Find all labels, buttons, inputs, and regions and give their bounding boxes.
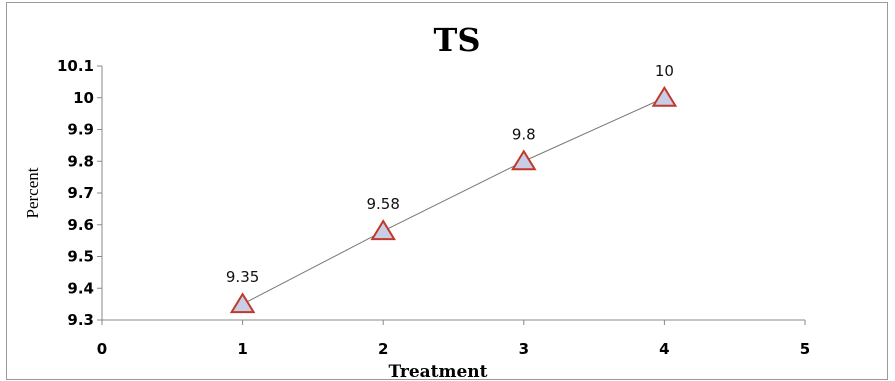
x-tick-label: 5 [800,340,810,358]
data-point-marker [229,292,256,314]
x-tick-label: 2 [378,340,388,358]
x-tick-label: 0 [97,340,107,358]
y-tick-label: 9.5 [67,248,94,266]
data-series [229,85,678,314]
data-point-marker [511,149,537,171]
data-labels: 9.35 9.58 9.8 10 [226,62,674,286]
data-point-marker [651,85,678,107]
y-tick-label: 9.9 [67,121,94,139]
data-label: 9.58 [366,195,399,213]
x-tick-label: 3 [519,340,529,358]
y-tick-label: 10 [73,89,94,107]
y-tick-label: 9.8 [67,152,94,170]
y-tick-label: 10.1 [57,57,94,75]
y-tick-label: 9.3 [67,311,94,329]
chart-border [6,2,888,380]
data-label: 9.8 [512,125,536,143]
data-label: 10 [655,62,674,80]
y-tick-labels: 9.3 9.4 9.5 9.6 9.7 9.8 9.9 10 10.1 [57,57,94,329]
y-tick-label: 9.4 [67,279,94,297]
x-tick-label: 4 [659,340,669,358]
y-tick-label: 9.6 [67,216,94,234]
series-line [242,97,665,305]
data-label: 9.35 [226,268,259,286]
x-tick-labels: 0 1 2 3 4 5 [97,340,810,358]
x-axis-label: Treatment [388,362,487,381]
axes [97,65,806,325]
x-tick-label: 1 [237,340,247,358]
y-tick-label: 9.7 [67,184,94,202]
chart-title: TS [434,21,481,59]
y-axis-label: Percent [23,167,42,218]
data-point-marker [370,219,396,241]
